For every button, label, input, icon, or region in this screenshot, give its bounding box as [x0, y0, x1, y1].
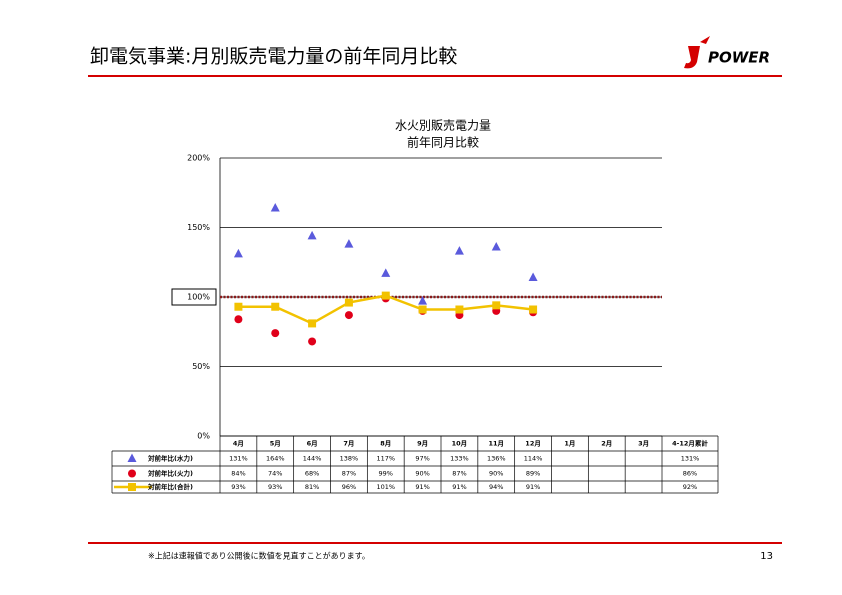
- x-tick-label: 1月: [564, 440, 575, 448]
- table-value: 93%: [268, 483, 282, 491]
- triangle-marker: [418, 296, 428, 305]
- triangle-marker: [344, 239, 354, 248]
- table-value: 101%: [376, 483, 395, 491]
- cumulative-value: 86%: [683, 470, 697, 478]
- table-value: 74%: [268, 470, 282, 478]
- x-tick-label: 8月: [380, 440, 391, 448]
- table-value: 117%: [376, 455, 395, 463]
- square-marker: [344, 298, 353, 307]
- x-tick-label: 5月: [270, 440, 281, 448]
- x-tick-label: 3月: [638, 440, 649, 448]
- table-value: 164%: [266, 455, 285, 463]
- x-tick-label: 7月: [343, 440, 354, 448]
- legend-marker: [128, 469, 136, 478]
- table-value: 91%: [526, 483, 540, 491]
- triangle-marker: [381, 268, 391, 277]
- x-tick-label: 10月: [452, 440, 468, 448]
- page-number: 13: [760, 551, 773, 562]
- table-value: 94%: [489, 483, 503, 491]
- table-value: 99%: [379, 470, 393, 478]
- legend-marker: [128, 483, 136, 491]
- table-value: 84%: [231, 470, 245, 478]
- circle-marker: [234, 315, 243, 324]
- table-value: 90%: [415, 470, 429, 478]
- table-value: 133%: [450, 455, 469, 463]
- square-marker: [308, 319, 317, 328]
- square-marker: [234, 302, 243, 311]
- x-tick-label: 9月: [417, 440, 428, 448]
- table-value: 68%: [305, 470, 319, 478]
- triangle-marker: [454, 246, 464, 255]
- triangle-marker: [270, 203, 280, 212]
- cumulative-header: 4-12月累計: [672, 439, 708, 448]
- table-value: 138%: [340, 455, 359, 463]
- table-value: 87%: [452, 470, 466, 478]
- square-marker: [271, 302, 280, 311]
- legend-label: 対前年比(水力): [147, 454, 193, 463]
- x-tick-label: 11月: [488, 440, 504, 448]
- square-marker: [418, 305, 427, 314]
- y-tick-label: 0%: [197, 432, 210, 441]
- table-value: 89%: [526, 470, 540, 478]
- page-title: 卸電気事業:月別販売電力量の前年同月比較: [90, 46, 457, 68]
- chart-title: 水火別販売電力量: [395, 118, 491, 133]
- table-value: 131%: [229, 455, 248, 463]
- table-value: 87%: [342, 470, 356, 478]
- table-value: 91%: [415, 483, 429, 491]
- footnote: ※上記は速報値であり公開後に数値を見直すことがあります。: [148, 551, 370, 561]
- x-tick-label: 2月: [601, 440, 612, 448]
- x-tick-label: 6月: [307, 440, 318, 448]
- y-tick-label: 100%: [187, 293, 210, 302]
- legend-label: 対前年比(合計): [147, 482, 193, 491]
- table-value: 144%: [303, 455, 322, 463]
- cumulative-value: 92%: [683, 483, 697, 491]
- x-tick-label: 12月: [525, 440, 541, 448]
- chart-subtitle: 前年同月比較: [407, 135, 479, 150]
- logo-text: POWER: [708, 49, 770, 67]
- table-value: 91%: [452, 483, 466, 491]
- legend-marker: [127, 453, 137, 462]
- triangle-marker: [528, 272, 538, 282]
- y-tick-label: 150%: [187, 223, 210, 232]
- table-value: 114%: [524, 455, 543, 463]
- tick-box: [171, 288, 217, 306]
- square-marker: [492, 301, 501, 310]
- logo-mark: [684, 36, 710, 69]
- square-marker: [529, 305, 538, 314]
- cumulative-value: 131%: [681, 455, 700, 463]
- triangle-marker: [307, 230, 317, 240]
- circle-marker: [308, 337, 317, 346]
- table-value: 136%: [487, 455, 506, 463]
- y-tick-label: 50%: [192, 362, 210, 371]
- table-value: 96%: [342, 483, 356, 491]
- triangle-marker: [233, 248, 243, 258]
- square-marker: [381, 291, 390, 300]
- circle-marker: [344, 311, 353, 320]
- table-value: 97%: [415, 455, 429, 463]
- y-tick-label: 200%: [187, 154, 210, 163]
- table-value: 90%: [489, 470, 503, 478]
- table-value: 93%: [231, 483, 245, 491]
- square-marker: [455, 305, 464, 314]
- x-tick-label: 4月: [233, 440, 244, 448]
- circle-marker: [271, 329, 280, 338]
- legend-label: 対前年比(火力): [147, 469, 193, 478]
- table-value: 81%: [305, 483, 319, 491]
- triangle-marker: [491, 241, 501, 251]
